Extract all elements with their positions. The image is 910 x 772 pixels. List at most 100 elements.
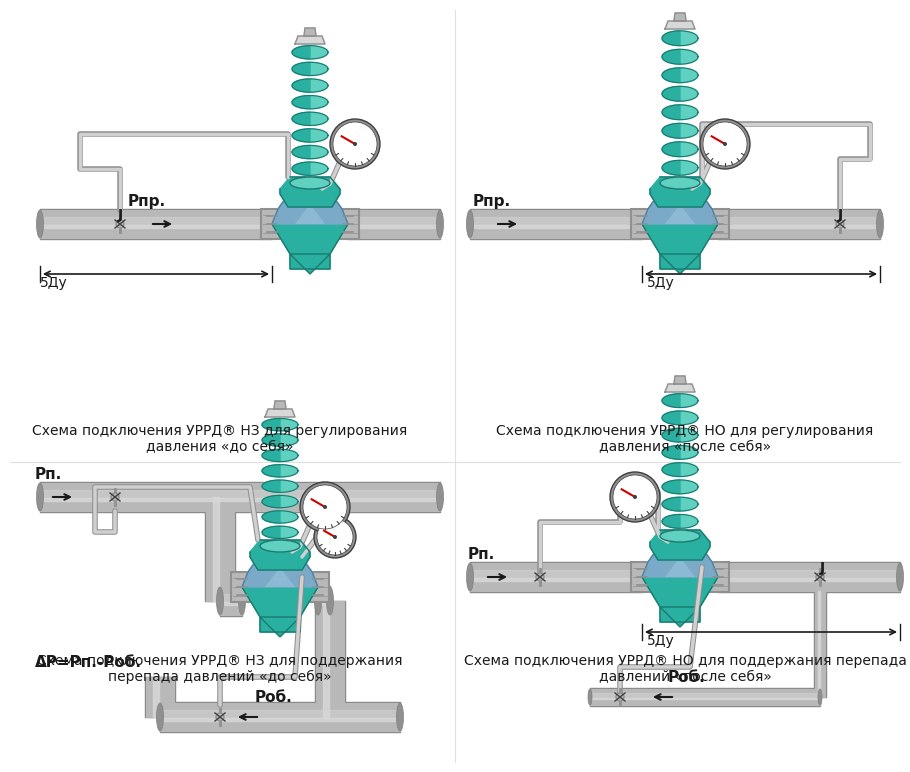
Polygon shape — [260, 617, 300, 637]
Text: Схема подключения УРРД® НЗ для регулирования: Схема подключения УРРД® НЗ для регулиров… — [33, 424, 408, 438]
Polygon shape — [662, 68, 680, 83]
Polygon shape — [662, 86, 680, 101]
Circle shape — [836, 220, 844, 228]
Polygon shape — [310, 46, 328, 59]
Polygon shape — [665, 557, 695, 577]
Polygon shape — [642, 199, 718, 224]
Circle shape — [116, 220, 124, 228]
Text: давлений «после себя»: давлений «после себя» — [599, 670, 772, 684]
Polygon shape — [662, 105, 680, 120]
Ellipse shape — [238, 587, 246, 615]
Polygon shape — [292, 162, 310, 175]
Polygon shape — [680, 462, 698, 476]
Polygon shape — [674, 13, 686, 21]
Text: Роб.: Роб. — [255, 690, 293, 705]
Ellipse shape — [467, 563, 473, 591]
Ellipse shape — [290, 177, 330, 189]
Polygon shape — [262, 434, 280, 446]
Polygon shape — [292, 63, 310, 76]
Polygon shape — [680, 428, 698, 442]
Polygon shape — [280, 177, 340, 207]
Polygon shape — [262, 527, 280, 538]
Ellipse shape — [660, 530, 700, 542]
Polygon shape — [265, 567, 295, 587]
Polygon shape — [304, 28, 316, 36]
Bar — [231, 572, 253, 602]
Polygon shape — [650, 530, 710, 560]
Polygon shape — [250, 540, 310, 570]
Polygon shape — [262, 480, 280, 493]
Ellipse shape — [467, 210, 473, 238]
Circle shape — [616, 693, 624, 701]
Polygon shape — [280, 496, 298, 508]
Polygon shape — [680, 31, 698, 46]
Polygon shape — [662, 462, 680, 476]
Polygon shape — [642, 577, 718, 622]
Circle shape — [816, 573, 824, 581]
Polygon shape — [662, 411, 680, 425]
Text: ΔP=Рп.-Роб.: ΔP=Рп.-Роб. — [35, 655, 142, 670]
Ellipse shape — [36, 210, 44, 238]
Circle shape — [610, 472, 660, 522]
Polygon shape — [660, 607, 700, 627]
Text: 5Ду: 5Ду — [647, 276, 674, 290]
Circle shape — [703, 122, 747, 166]
Polygon shape — [662, 514, 680, 528]
Polygon shape — [662, 394, 680, 408]
Polygon shape — [662, 49, 680, 64]
Polygon shape — [272, 224, 348, 269]
Polygon shape — [295, 36, 325, 44]
Polygon shape — [680, 86, 698, 101]
Polygon shape — [662, 428, 680, 442]
Ellipse shape — [818, 689, 822, 705]
Ellipse shape — [876, 210, 884, 238]
Text: Роб.: Роб. — [668, 670, 706, 685]
Polygon shape — [662, 31, 680, 46]
Polygon shape — [674, 376, 686, 384]
Ellipse shape — [437, 483, 443, 511]
Polygon shape — [642, 552, 718, 577]
Ellipse shape — [714, 210, 722, 238]
Polygon shape — [680, 514, 698, 528]
Text: перепада давлений «до себя»: перепада давлений «до себя» — [108, 670, 332, 684]
Polygon shape — [662, 497, 680, 511]
Polygon shape — [662, 161, 680, 175]
Circle shape — [353, 142, 357, 146]
Polygon shape — [665, 204, 695, 224]
Text: J: J — [118, 208, 123, 222]
Polygon shape — [280, 527, 298, 538]
Ellipse shape — [345, 210, 351, 238]
Polygon shape — [680, 68, 698, 83]
Polygon shape — [295, 204, 325, 224]
Text: давления «после себя»: давления «после себя» — [599, 440, 771, 454]
Circle shape — [633, 495, 637, 499]
Polygon shape — [280, 465, 298, 477]
Polygon shape — [665, 384, 695, 392]
Polygon shape — [680, 124, 698, 138]
Polygon shape — [310, 79, 328, 92]
Polygon shape — [292, 46, 310, 59]
Polygon shape — [680, 411, 698, 425]
Ellipse shape — [588, 689, 592, 705]
Polygon shape — [662, 142, 680, 157]
Ellipse shape — [217, 587, 224, 615]
Circle shape — [723, 142, 727, 146]
Bar — [631, 562, 653, 592]
Polygon shape — [280, 418, 298, 431]
Polygon shape — [262, 496, 280, 508]
Ellipse shape — [660, 177, 700, 189]
Ellipse shape — [36, 483, 44, 511]
Circle shape — [317, 519, 353, 555]
Text: Рп.: Рп. — [468, 547, 495, 562]
Polygon shape — [242, 587, 318, 632]
Circle shape — [216, 713, 224, 721]
Polygon shape — [272, 199, 348, 224]
Polygon shape — [280, 449, 298, 462]
Text: J: J — [838, 208, 844, 222]
Polygon shape — [262, 418, 280, 431]
Circle shape — [333, 122, 377, 166]
Polygon shape — [274, 401, 286, 409]
Circle shape — [300, 482, 350, 532]
Ellipse shape — [157, 703, 164, 731]
Text: 5Ду: 5Ду — [647, 634, 674, 648]
